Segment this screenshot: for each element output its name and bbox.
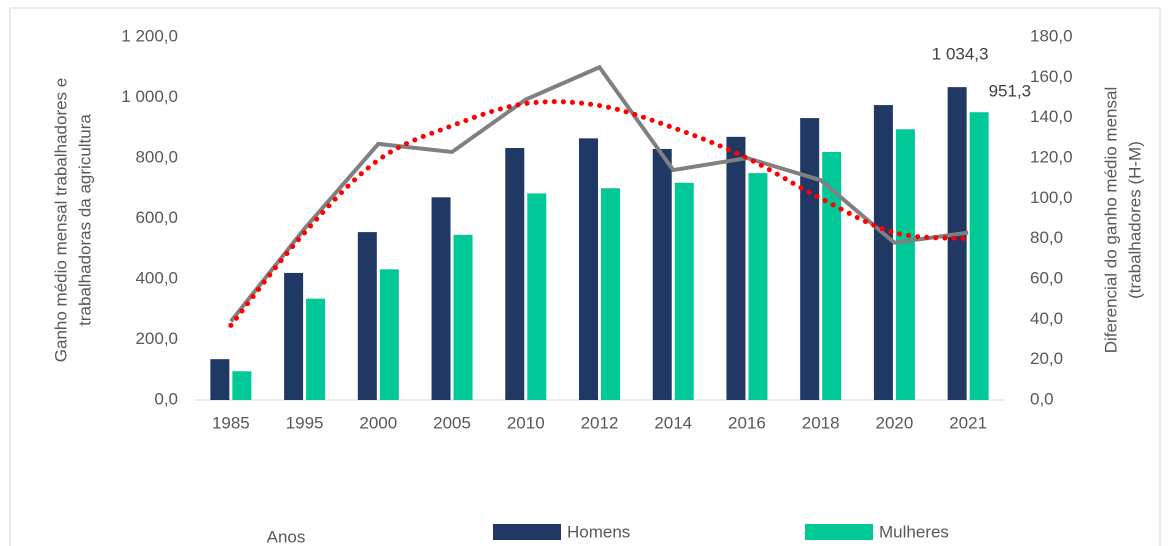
x-tick-label: 2000 [359,413,397,432]
x-tick-label: 2010 [507,413,545,432]
y-tick-label: 1 200,0 [121,26,178,45]
data-label: 1 034,3 [932,45,989,64]
x-axis-title: Anos [267,527,306,546]
y2-tick-label: 80,0 [1030,228,1063,247]
x-tick-label: 1995 [286,413,324,432]
x-tick-label: 2012 [581,413,619,432]
trendline [228,99,971,328]
y-axis-title: Ganho médio mensal trabalhadores e [51,78,70,362]
bar [726,136,746,400]
x-tick-label: 1985 [212,413,250,432]
bar [800,118,820,400]
bar [210,359,230,400]
x-tick-label: 2018 [802,413,840,432]
data-label: 951,3 [989,82,1032,101]
legend-swatch [493,524,561,540]
y2-tick-label: 20,0 [1030,349,1063,368]
y-axis-title: trabalhadoras da agricultura [75,114,94,326]
y-tick-label: 400,0 [135,268,178,287]
x-tick-label: 2016 [728,413,766,432]
y-tick-label: 800,0 [135,147,178,166]
legend-label: Mulheres [879,522,949,541]
bar [505,148,525,400]
bar [527,193,547,400]
y2-tick-label: 0,0 [1030,389,1054,408]
bar [453,234,473,400]
x-tick-label: 2014 [654,413,692,432]
y-tick-label: 600,0 [135,208,178,227]
y2-tick-label: 140,0 [1030,107,1073,126]
bar [232,371,252,400]
y2-tick-label: 160,0 [1030,67,1073,86]
bar [969,112,989,400]
bar [652,148,672,400]
y2-axis-title: (trabalhadores (H-M) [1125,141,1144,299]
chart-border [9,7,1161,546]
y2-tick-label: 100,0 [1030,188,1073,207]
y-tick-label: 0,0 [154,389,178,408]
bar [579,138,598,400]
bar [895,129,915,400]
x-tick-label: 2021 [949,413,987,432]
line [229,64,969,323]
y2-tick-label: 180,0 [1030,26,1073,45]
y-tick-label: 1 000,0 [121,87,178,106]
x-tick-label: 2005 [433,413,471,432]
bar [601,188,620,400]
bar [748,173,768,400]
y2-tick-label: 40,0 [1030,309,1063,328]
x-tick-label: 2020 [875,413,913,432]
bar [822,151,842,400]
y2-axis-title: Diferencial do ganho médio mensal [1101,87,1120,354]
bar [947,87,967,400]
bar [379,269,399,400]
bar [284,272,304,400]
y-tick-label: 200,0 [135,329,178,348]
y2-tick-label: 120,0 [1030,147,1073,166]
bar [306,298,326,400]
bar [674,182,694,400]
bar [431,197,451,400]
y2-tick-label: 60,0 [1030,268,1063,287]
legend-label: Homens [567,522,630,541]
bar [357,232,377,400]
bar [873,105,893,400]
legend-swatch [805,524,873,540]
